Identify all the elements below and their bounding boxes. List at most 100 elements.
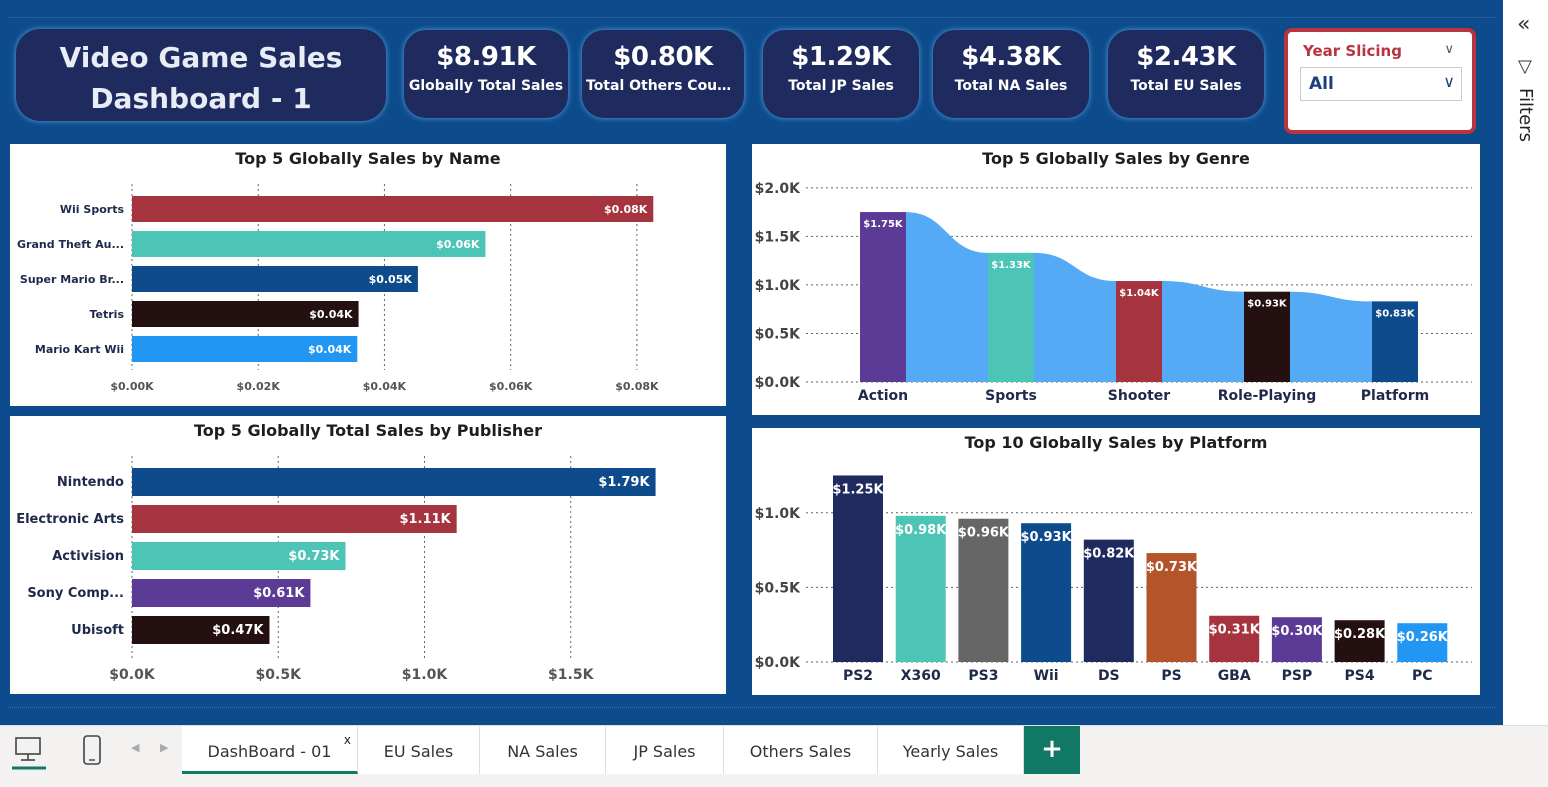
chart-title: Top 5 Globally Sales by Genre xyxy=(982,149,1250,168)
category-label: Sony Comp... xyxy=(27,586,124,601)
tab-label: Others Sales xyxy=(749,742,852,761)
filter-icon: ▽ xyxy=(1518,56,1532,77)
tab-na-sales[interactable]: NA Sales xyxy=(480,726,606,774)
bar[interactable] xyxy=(132,468,656,496)
bar[interactable] xyxy=(1116,281,1162,382)
category-label: PS xyxy=(1161,668,1181,684)
bar[interactable] xyxy=(895,515,946,662)
kpi-card-others-sales[interactable]: $0.80K Total Others Countr... xyxy=(582,30,744,118)
desktop-view-icon[interactable] xyxy=(10,734,46,772)
chart-panel-by-genre[interactable]: Top 5 Globally Sales by Genre $0.0K $0.5K… xyxy=(752,144,1480,415)
bar[interactable] xyxy=(1334,620,1385,662)
bar[interactable] xyxy=(1271,617,1322,662)
data-label: $0.93K xyxy=(1020,530,1072,545)
bar[interactable] xyxy=(132,505,457,533)
category-label: GBA xyxy=(1218,668,1251,684)
filters-label[interactable]: Filters xyxy=(1515,88,1536,142)
dashboard-title-line2: Dashboard - 1 xyxy=(90,82,312,115)
tab-yearly-sales[interactable]: Yearly Sales xyxy=(878,726,1024,774)
tick-label: $0.0K xyxy=(755,655,802,671)
data-label: $0.98K xyxy=(895,523,947,538)
chart-panel-by-publisher[interactable]: Top 5 Globally Total Sales by Publisher … xyxy=(10,416,726,694)
category-label: PS4 xyxy=(1345,668,1375,684)
bar[interactable] xyxy=(833,475,883,662)
tick-label: $1.0K xyxy=(402,667,449,683)
report-canvas: Video Game Sales Dashboard - 1 $8.91K Gl… xyxy=(0,0,1503,725)
category-label: X360 xyxy=(901,668,941,684)
bar[interactable] xyxy=(1021,523,1072,662)
year-slicer[interactable]: Year Slicing ∨ All ∨ xyxy=(1284,28,1476,134)
tab-jp-sales[interactable]: JP Sales xyxy=(606,726,724,774)
kpi-value: $2.43K xyxy=(1136,42,1236,72)
data-label: $0.73K xyxy=(1146,560,1198,575)
bar[interactable] xyxy=(132,616,270,644)
data-label: $0.93K xyxy=(1247,299,1288,310)
add-page-button[interactable]: + xyxy=(1024,726,1080,774)
bar[interactable] xyxy=(1146,553,1197,662)
tab-label: EU Sales xyxy=(383,742,454,761)
bar[interactable] xyxy=(1244,291,1290,382)
category-label: Mario Kart Wii xyxy=(35,343,124,356)
category-label: Super Mario Br... xyxy=(20,273,124,286)
bar[interactable] xyxy=(132,542,346,570)
kpi-card-na-sales[interactable]: $4.38K Total NA Sales xyxy=(933,30,1089,118)
kpi-label: Total JP Sales xyxy=(788,78,894,94)
tab-others-sales[interactable]: Others Sales xyxy=(724,726,878,774)
data-label: $0.83K xyxy=(1375,308,1416,319)
bar[interactable] xyxy=(1209,615,1260,662)
chart-title: Top 10 Globally Sales by Platform xyxy=(964,433,1268,452)
category-label: Shooter xyxy=(1108,388,1170,404)
data-label: $0.47K xyxy=(212,623,264,638)
tick-label: $0.0K xyxy=(109,667,156,683)
bar[interactable] xyxy=(988,252,1034,382)
scroll-left-icon[interactable]: ◀ xyxy=(131,741,140,754)
bar[interactable] xyxy=(132,579,311,607)
bar[interactable] xyxy=(132,266,418,292)
bar[interactable] xyxy=(132,196,654,222)
category-label: Tetris xyxy=(89,308,124,321)
collapse-icon[interactable]: « xyxy=(1517,12,1531,37)
tab-label: NA Sales xyxy=(507,742,578,761)
data-label: $1.25K xyxy=(832,482,884,497)
kpi-value: $4.38K xyxy=(961,42,1061,72)
chart-by-publisher[interactable]: $0.0K $0.5K $1.0K $1.5K Nintendo $1.79K Electr… xyxy=(10,416,726,694)
close-icon[interactable]: x xyxy=(343,733,351,747)
tick-label: $0.5K xyxy=(755,580,802,596)
kpi-value: $0.80K xyxy=(613,42,713,72)
bar[interactable] xyxy=(132,336,358,362)
bar[interactable] xyxy=(1372,301,1418,382)
bar[interactable] xyxy=(132,301,359,327)
divider xyxy=(8,17,1495,18)
data-label: $1.75K xyxy=(863,219,904,230)
chart-by-name[interactable]: $0.00K $0.02K $0.04K $0.06K $0.08K Wii Sports… xyxy=(10,144,726,406)
tick-label: $0.06K xyxy=(489,380,533,393)
category-label: Action xyxy=(858,388,908,404)
chart-panel-by-platform[interactable]: Top 10 Globally Sales by Platform $0.0K $… xyxy=(752,428,1480,695)
category-label: Nintendo xyxy=(57,475,124,490)
data-label: $0.96K xyxy=(958,526,1010,541)
bar[interactable] xyxy=(958,518,1009,662)
bar[interactable] xyxy=(1083,539,1134,662)
scroll-right-icon[interactable]: ▶ xyxy=(160,741,169,754)
tab-eu-sales[interactable]: EU Sales xyxy=(358,726,480,774)
mobile-view-icon[interactable] xyxy=(75,734,111,772)
chart-by-platform[interactable]: $0.0K $0.5K $1.0K $1.25K PS2 $0.98K X360 $0.96K… xyxy=(752,428,1480,695)
kpi-card-global-sales[interactable]: $8.91K Globally Total Sales xyxy=(404,30,568,118)
chevron-down-icon[interactable]: ∨ xyxy=(1444,42,1454,57)
chart-by-genre[interactable]: $0.0K $0.5K $1.0K $1.5K $2.0K $1.75K Action $1.… xyxy=(752,144,1480,415)
category-label: PC xyxy=(1412,668,1433,684)
tick-label: $0.00K xyxy=(110,380,154,393)
data-label: $1.79K xyxy=(598,475,650,490)
kpi-card-jp-sales[interactable]: $1.29K Total JP Sales xyxy=(763,30,919,118)
tick-label: $2.0K xyxy=(755,181,802,197)
chart-panel-by-name[interactable]: Top 5 Globally Sales by Name $0.00K $0.02… xyxy=(10,144,726,406)
category-label: PSP xyxy=(1282,668,1313,684)
bar[interactable] xyxy=(1397,623,1448,662)
tab-label: Yearly Sales xyxy=(902,742,999,761)
bar[interactable] xyxy=(132,231,486,257)
bar[interactable] xyxy=(860,212,906,382)
kpi-card-eu-sales[interactable]: $2.43K Total EU Sales xyxy=(1108,30,1264,118)
year-dropdown[interactable]: All ∨ xyxy=(1300,67,1462,101)
kpi-label: Total EU Sales xyxy=(1130,78,1242,94)
tab-dashboard-01[interactable]: DashBoard - 01 x xyxy=(182,726,358,774)
